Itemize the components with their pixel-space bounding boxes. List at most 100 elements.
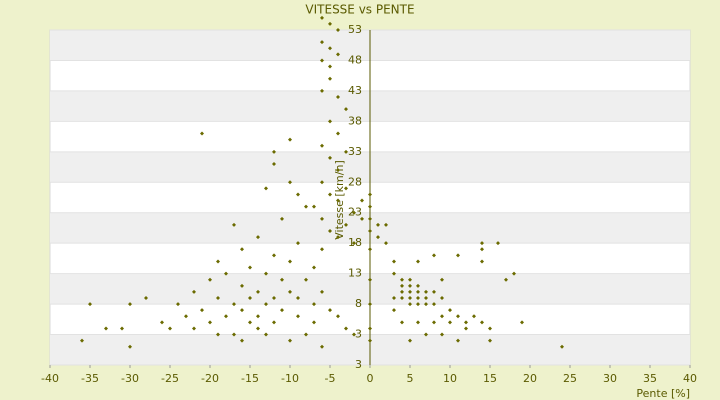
point: [440, 277, 444, 282]
point: [344, 149, 348, 154]
point: [400, 289, 404, 294]
point: [368, 229, 372, 233]
point: [320, 58, 324, 63]
point: [408, 283, 412, 288]
point: [248, 265, 252, 270]
point: [336, 52, 340, 57]
x-tick-label: 5: [407, 372, 414, 385]
point: [296, 241, 300, 246]
point: [208, 277, 212, 282]
point: [392, 296, 396, 300]
point: [440, 296, 444, 300]
point: [400, 283, 404, 288]
point: [288, 259, 292, 264]
point: [336, 198, 340, 203]
point: [272, 320, 276, 325]
x-tick-label: -35: [81, 372, 99, 385]
point: [232, 332, 236, 337]
point: [336, 28, 340, 32]
point: [320, 40, 324, 45]
point: [232, 222, 236, 227]
point: [216, 259, 220, 264]
point: [400, 296, 404, 300]
x-axis-label: Pente [%]: [636, 387, 690, 400]
x-tick-label: 25: [563, 372, 577, 385]
x-tick-label: -25: [161, 372, 179, 385]
point: [288, 180, 292, 185]
point: [328, 308, 332, 313]
point: [328, 229, 332, 233]
point: [480, 241, 484, 246]
point: [392, 271, 396, 276]
point: [432, 302, 436, 307]
x-tick-label: 15: [483, 372, 497, 385]
point: [320, 216, 324, 221]
point: [296, 296, 300, 300]
point: [368, 277, 372, 282]
x-tick-label: -30: [121, 372, 139, 385]
point: [368, 247, 372, 252]
point: [344, 326, 348, 331]
point: [416, 289, 420, 294]
point: [176, 302, 180, 307]
point: [336, 168, 340, 173]
point: [416, 320, 420, 325]
point: [424, 302, 428, 307]
y-axis-label: Vitesse [km/h]: [333, 160, 346, 240]
point: [408, 338, 412, 343]
point: [312, 204, 316, 209]
point: [464, 320, 468, 325]
point: [440, 314, 444, 319]
point: [296, 314, 300, 319]
point: [392, 259, 396, 264]
point: [128, 302, 132, 307]
point: [272, 253, 276, 258]
point: [376, 222, 380, 227]
point: [488, 338, 492, 343]
x-tick-label: 20: [523, 372, 537, 385]
point: [344, 222, 348, 227]
x-tick-label: -10: [281, 372, 299, 385]
point: [128, 344, 132, 349]
point: [320, 143, 324, 148]
point: [256, 235, 260, 240]
point: [408, 302, 412, 307]
point: [440, 332, 444, 337]
point: [448, 308, 452, 313]
point: [224, 314, 228, 319]
point: [280, 277, 284, 282]
point: [368, 192, 372, 197]
point: [472, 314, 476, 319]
point: [352, 241, 356, 246]
point: [272, 296, 276, 300]
point: [264, 186, 268, 191]
point: [304, 204, 308, 209]
y-tick-label: 38: [348, 114, 362, 127]
y-tick-label: 33: [348, 145, 362, 158]
point: [480, 247, 484, 252]
point: [512, 271, 516, 276]
point: [456, 314, 460, 319]
point: [432, 320, 436, 325]
point: [432, 289, 436, 294]
point: [448, 320, 452, 325]
point: [424, 296, 428, 300]
point: [184, 314, 188, 319]
point: [256, 289, 260, 294]
point: [240, 308, 244, 313]
point: [192, 326, 196, 331]
y-tick-label: 3: [355, 328, 362, 341]
point: [264, 302, 268, 307]
point: [192, 289, 196, 294]
point: [320, 88, 324, 93]
point: [312, 302, 316, 307]
point: [320, 15, 324, 20]
x-tick-label: 35: [643, 372, 657, 385]
point: [368, 338, 372, 343]
point: [296, 192, 300, 197]
point: [480, 259, 484, 264]
point: [320, 180, 324, 185]
y-tick-label: 43: [348, 84, 362, 97]
point: [240, 338, 244, 343]
point: [328, 46, 332, 51]
